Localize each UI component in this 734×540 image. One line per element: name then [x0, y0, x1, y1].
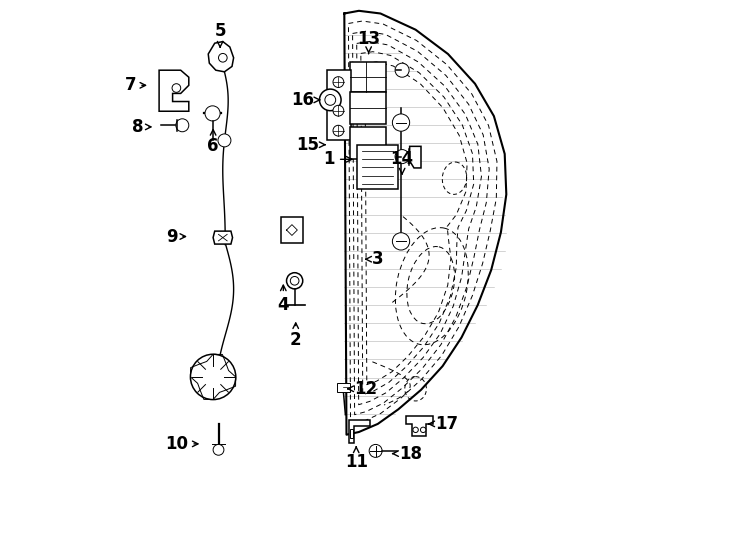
Polygon shape [410, 146, 421, 168]
FancyBboxPatch shape [280, 217, 303, 243]
Circle shape [319, 89, 341, 111]
Text: 7: 7 [125, 76, 145, 94]
Text: 13: 13 [357, 30, 380, 53]
Circle shape [395, 63, 409, 77]
Text: 8: 8 [131, 118, 151, 136]
Text: 9: 9 [166, 227, 186, 246]
Circle shape [413, 427, 418, 433]
Polygon shape [159, 70, 189, 111]
Circle shape [190, 354, 236, 400]
Polygon shape [208, 42, 233, 72]
Text: 11: 11 [345, 447, 368, 471]
Text: 1: 1 [324, 150, 352, 168]
FancyBboxPatch shape [327, 70, 351, 140]
Circle shape [395, 150, 409, 164]
Circle shape [369, 444, 382, 457]
Text: 12: 12 [348, 380, 377, 398]
Text: 15: 15 [296, 136, 325, 154]
Polygon shape [213, 231, 233, 244]
Polygon shape [349, 420, 370, 443]
FancyBboxPatch shape [349, 127, 386, 159]
FancyBboxPatch shape [349, 429, 353, 438]
Text: 14: 14 [390, 150, 414, 174]
Circle shape [213, 444, 224, 455]
Circle shape [421, 427, 426, 433]
Circle shape [218, 134, 231, 147]
Circle shape [393, 114, 410, 131]
FancyBboxPatch shape [349, 92, 386, 124]
Text: 18: 18 [393, 444, 422, 463]
FancyBboxPatch shape [338, 383, 350, 391]
Polygon shape [406, 416, 433, 436]
FancyBboxPatch shape [357, 145, 398, 189]
Circle shape [333, 125, 344, 136]
Text: 2: 2 [290, 323, 302, 349]
Text: 4: 4 [277, 285, 289, 314]
Circle shape [205, 106, 220, 121]
Text: 17: 17 [429, 415, 459, 433]
Text: 16: 16 [291, 91, 320, 109]
Circle shape [291, 276, 299, 285]
Circle shape [176, 119, 189, 132]
FancyBboxPatch shape [349, 62, 386, 92]
Text: 10: 10 [165, 435, 198, 453]
Circle shape [219, 53, 227, 62]
Circle shape [325, 94, 335, 105]
Text: 3: 3 [366, 250, 384, 268]
Circle shape [393, 233, 410, 250]
Text: 6: 6 [207, 130, 219, 155]
Text: 5: 5 [214, 22, 226, 47]
Circle shape [172, 84, 181, 92]
Circle shape [286, 273, 302, 289]
Circle shape [333, 105, 344, 116]
Circle shape [333, 77, 344, 87]
